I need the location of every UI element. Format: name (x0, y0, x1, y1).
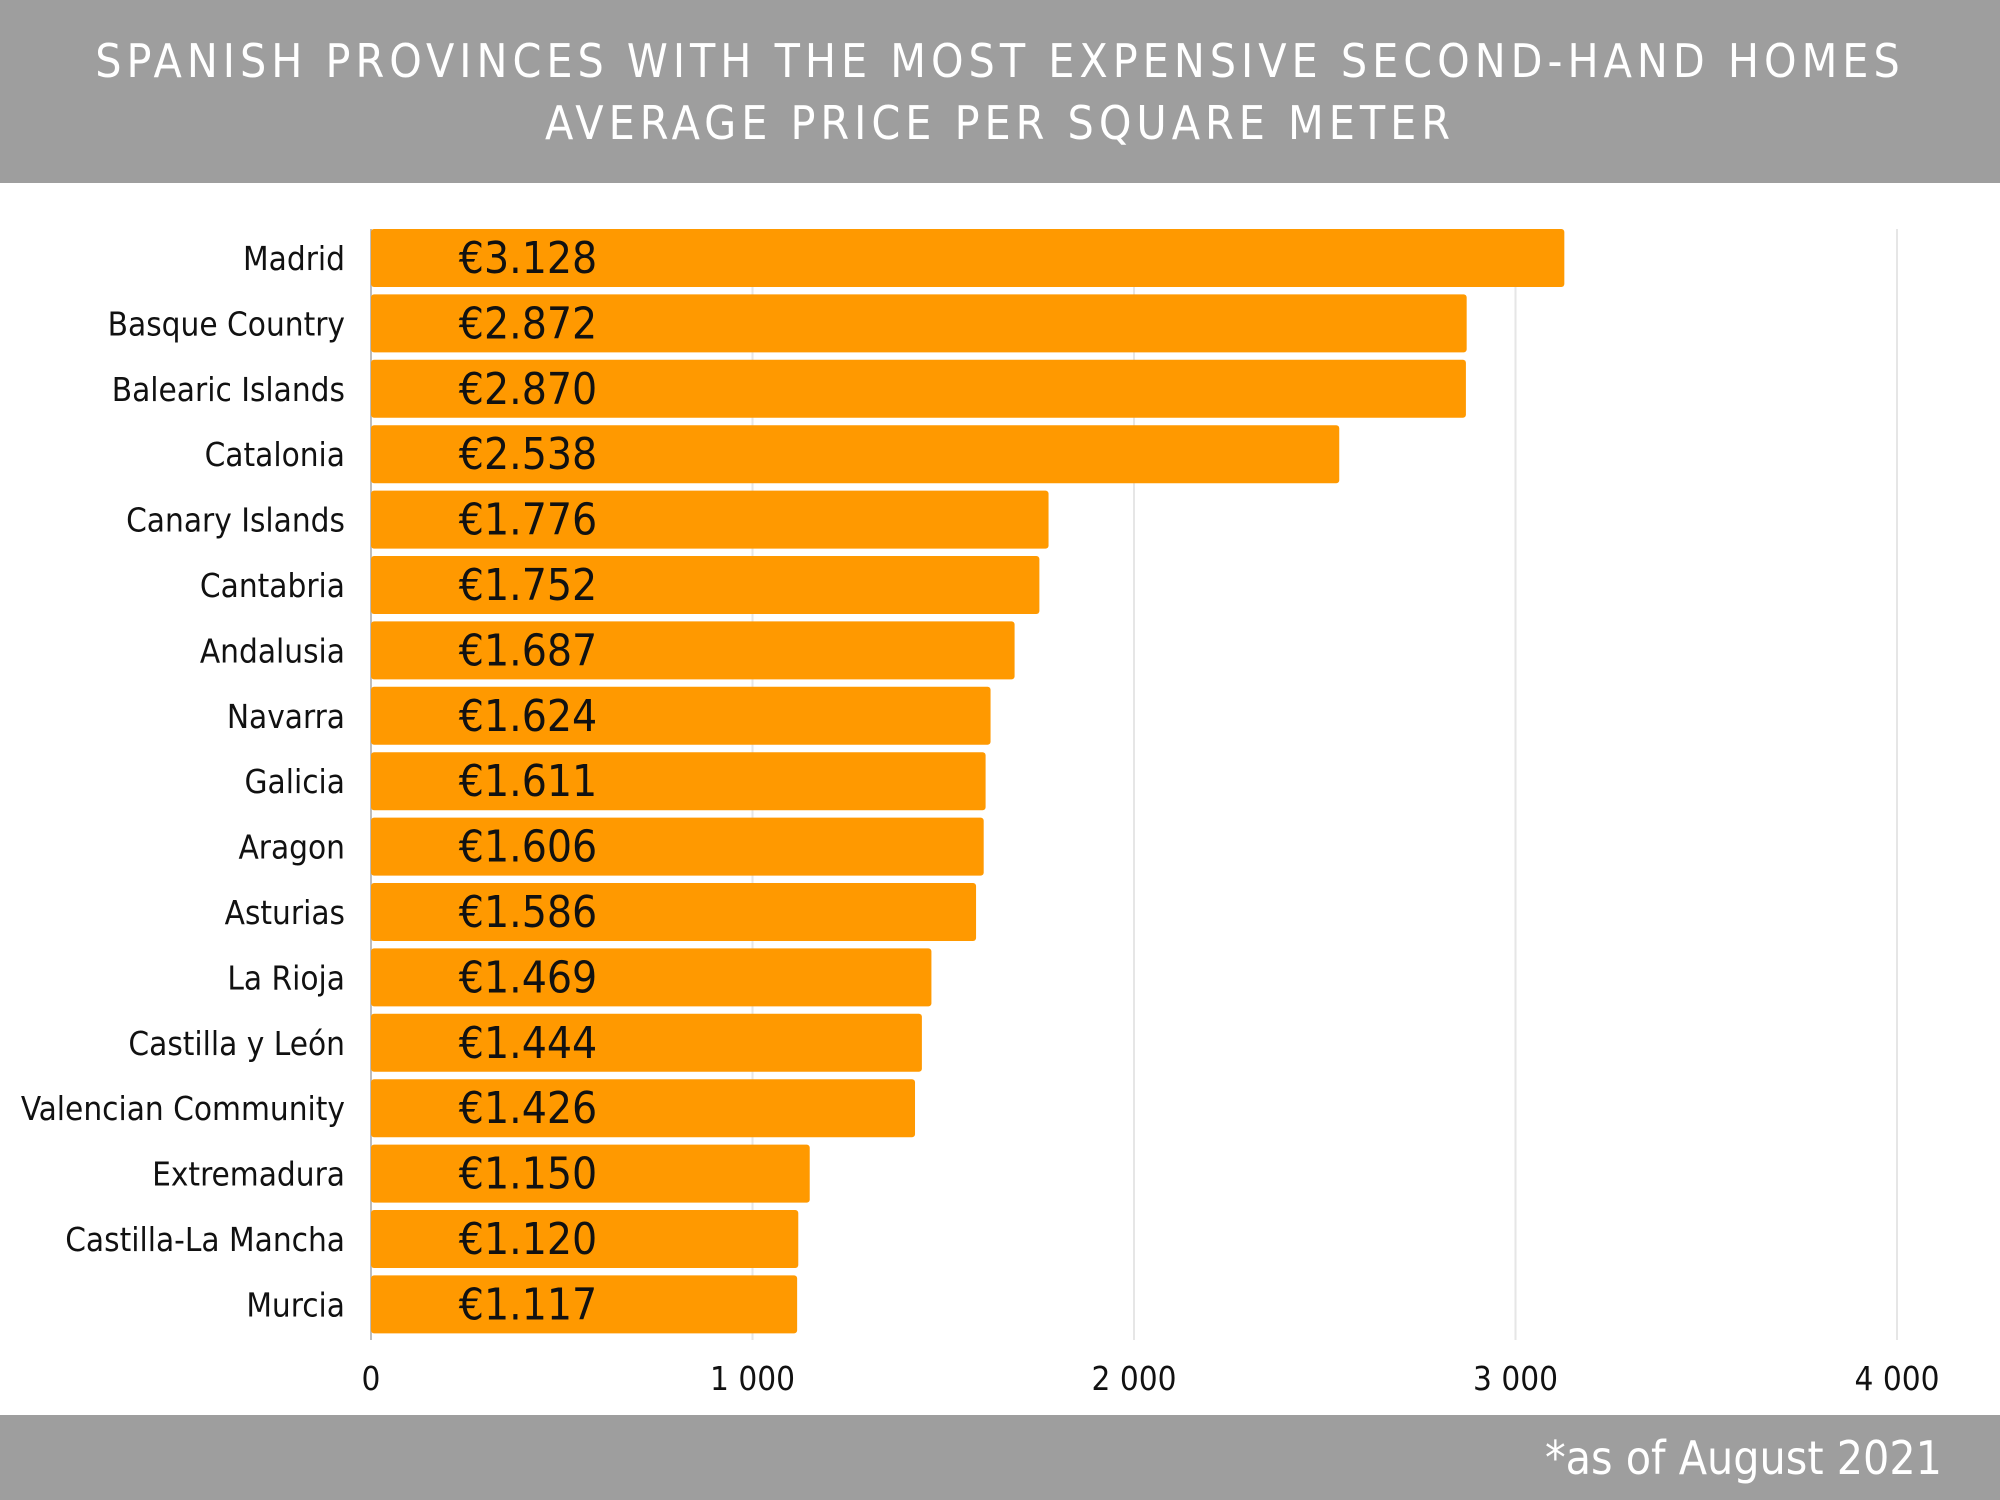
bar (371, 752, 986, 811)
category-label: La Rioja (227, 958, 345, 997)
category-label: Catalonia (205, 435, 345, 474)
category-label: Castilla y León (128, 1024, 345, 1063)
category-label: Extremadura (152, 1155, 345, 1194)
category-labels: Madrid Basque Country Balearic Islands Cata… (21, 239, 345, 1324)
chart-footer: *as of August 2021 (0, 1415, 2000, 1500)
data-label: €1.426 (459, 1083, 597, 1134)
data-label: €1.444 (459, 1018, 597, 1069)
category-label: Aragon (238, 828, 345, 867)
data-label: €1.687 (459, 625, 597, 676)
data-label: €1.150 (459, 1149, 597, 1200)
category-label: Valencian Community (21, 1089, 345, 1128)
category-label: Balearic Islands (112, 370, 345, 409)
data-label: €1.776 (459, 495, 597, 546)
x-axis-ticks: 0 1 000 2 000 3 000 4 000 (362, 1359, 1940, 1398)
category-label: Andalusia (200, 631, 345, 670)
data-label: €1.117 (459, 1279, 597, 1330)
bar (371, 883, 977, 941)
bar (371, 425, 1340, 484)
data-label: €3.128 (459, 233, 597, 284)
x-tick-label: 0 (362, 1359, 381, 1398)
category-label: Basque Country (108, 304, 345, 343)
bar (371, 490, 1049, 549)
category-label: Galicia (245, 762, 345, 801)
category-label: Asturias (225, 893, 345, 932)
data-label: €1.469 (459, 952, 597, 1003)
chart-title: SPANISH PROVINCES WITH THE MOST EXPENSIV… (95, 33, 1905, 88)
data-label: €1.624 (459, 691, 597, 742)
x-tick-label: 4 000 (1855, 1359, 1940, 1398)
data-label: €2.870 (459, 364, 597, 415)
data-label: €1.606 (459, 822, 597, 873)
chart-header: SPANISH PROVINCES WITH THE MOST EXPENSIV… (0, 0, 2000, 183)
data-label: €2.872 (459, 298, 597, 349)
bars (371, 229, 1565, 1334)
footnote: *as of August 2021 (1544, 1431, 1942, 1485)
bar (371, 621, 1015, 680)
data-label: €2.538 (459, 429, 597, 480)
bar (371, 1079, 916, 1138)
x-tick-label: 2 000 (1092, 1359, 1177, 1398)
x-tick-label: 3 000 (1473, 1359, 1558, 1398)
x-tick-label: 1 000 (710, 1359, 795, 1398)
value-labels: €3.128 €2.872 €2.870 €2.538 €1.776 €1.752 €1.6… (459, 233, 597, 1330)
bar (371, 556, 1040, 614)
category-label: Murcia (246, 1285, 345, 1324)
bar (371, 948, 932, 1007)
bar (371, 1013, 922, 1072)
bar (371, 1275, 798, 1334)
bar (371, 817, 984, 876)
bar (371, 1210, 799, 1268)
bar (371, 686, 991, 745)
category-label: Castilla-La Mancha (65, 1220, 345, 1259)
data-label: €1.752 (459, 560, 597, 611)
category-label: Madrid (243, 239, 345, 278)
bar (371, 359, 1466, 418)
data-label: €1.611 (459, 756, 597, 807)
category-label: Cantabria (200, 566, 345, 605)
bar (371, 1144, 810, 1203)
bar (371, 294, 1467, 353)
bar (371, 229, 1565, 287)
chart-subtitle: AVERAGE PRICE PER SQUARE METER (544, 95, 1456, 150)
data-label: €1.586 (459, 887, 597, 938)
category-label: Canary Islands (126, 501, 345, 540)
data-label: €1.120 (459, 1214, 597, 1265)
category-label: Navarra (227, 697, 345, 736)
